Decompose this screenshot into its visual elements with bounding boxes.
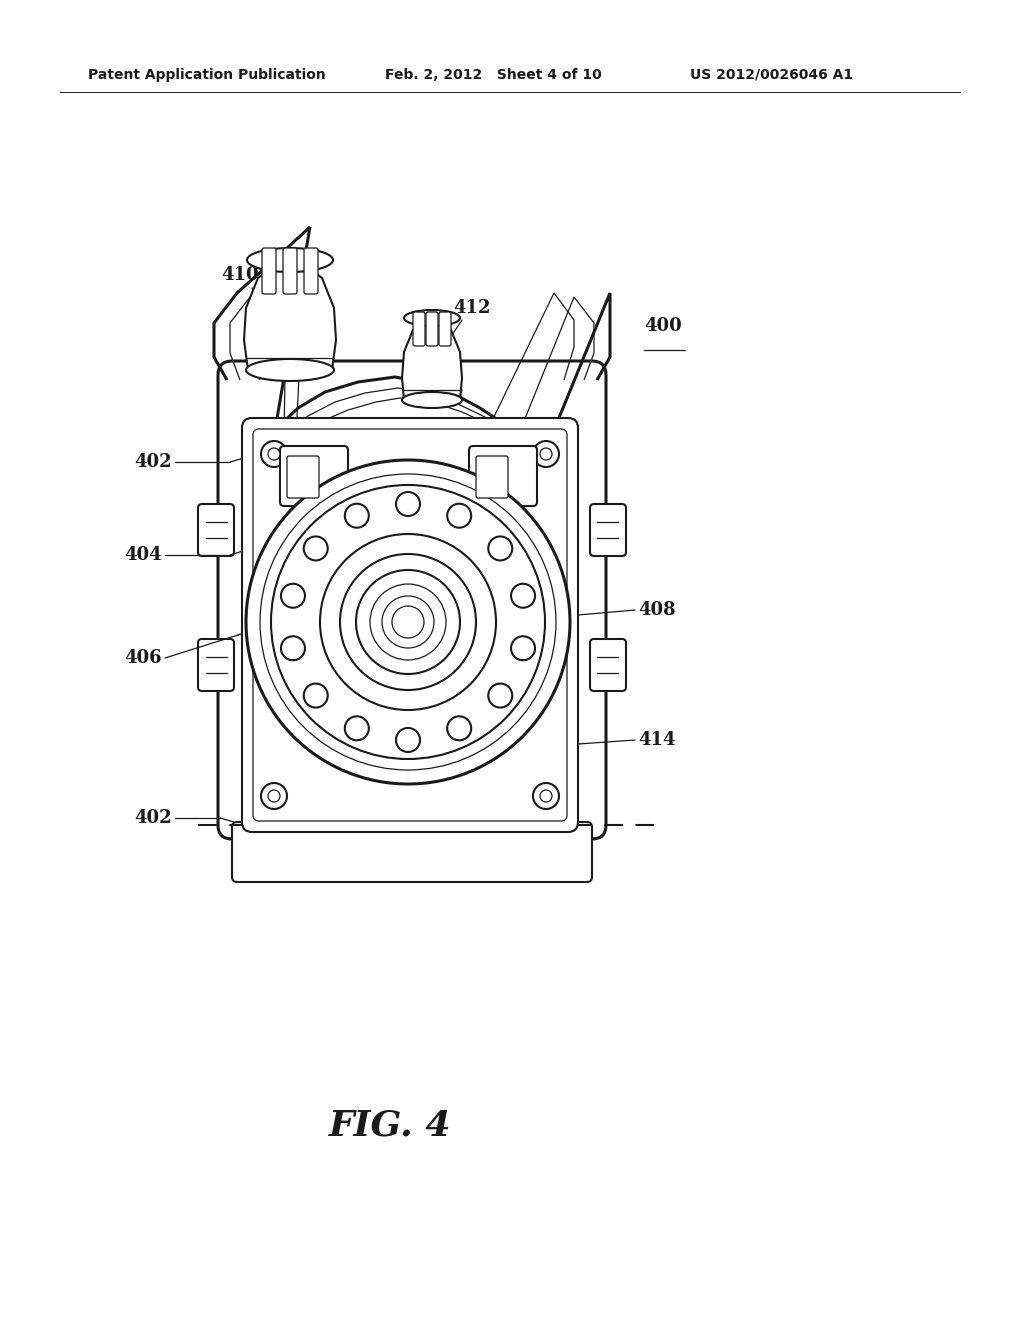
- Text: 400: 400: [644, 317, 682, 335]
- FancyBboxPatch shape: [218, 360, 606, 840]
- Circle shape: [488, 684, 512, 708]
- Ellipse shape: [247, 248, 333, 272]
- FancyBboxPatch shape: [439, 312, 451, 346]
- Circle shape: [540, 447, 552, 459]
- Circle shape: [281, 583, 305, 607]
- Text: 412: 412: [454, 300, 490, 317]
- Text: Patent Application Publication: Patent Application Publication: [88, 69, 326, 82]
- FancyBboxPatch shape: [413, 312, 425, 346]
- Text: 402: 402: [134, 453, 172, 471]
- Polygon shape: [244, 260, 336, 370]
- Text: US 2012/0026046 A1: US 2012/0026046 A1: [690, 69, 853, 82]
- FancyBboxPatch shape: [304, 248, 318, 294]
- Circle shape: [488, 536, 512, 561]
- Circle shape: [304, 684, 328, 708]
- Circle shape: [345, 717, 369, 741]
- FancyBboxPatch shape: [232, 822, 592, 882]
- Circle shape: [447, 717, 471, 741]
- Circle shape: [260, 474, 556, 770]
- FancyBboxPatch shape: [242, 418, 578, 832]
- Circle shape: [396, 492, 420, 516]
- Circle shape: [511, 583, 536, 607]
- Circle shape: [534, 783, 559, 809]
- Circle shape: [396, 729, 420, 752]
- FancyBboxPatch shape: [198, 639, 234, 690]
- Circle shape: [345, 504, 369, 528]
- Text: 406: 406: [124, 649, 162, 667]
- Circle shape: [246, 459, 570, 784]
- FancyBboxPatch shape: [262, 248, 276, 294]
- Polygon shape: [402, 318, 462, 400]
- Text: 404: 404: [124, 546, 162, 564]
- Circle shape: [382, 597, 434, 648]
- Circle shape: [271, 484, 545, 759]
- Text: 410: 410: [221, 267, 259, 284]
- Text: 408: 408: [638, 601, 676, 619]
- Text: 414: 414: [638, 731, 676, 748]
- Circle shape: [268, 447, 280, 459]
- Circle shape: [319, 535, 496, 710]
- Ellipse shape: [404, 310, 460, 326]
- Ellipse shape: [246, 359, 334, 381]
- Circle shape: [356, 570, 460, 675]
- Text: FIG. 4: FIG. 4: [329, 1107, 452, 1142]
- FancyBboxPatch shape: [476, 455, 508, 498]
- FancyBboxPatch shape: [426, 312, 438, 346]
- Circle shape: [261, 441, 287, 467]
- Circle shape: [370, 583, 446, 660]
- FancyBboxPatch shape: [590, 639, 626, 690]
- Circle shape: [540, 789, 552, 803]
- Circle shape: [511, 636, 536, 660]
- Circle shape: [304, 536, 328, 561]
- Text: 402: 402: [134, 809, 172, 828]
- Circle shape: [261, 783, 287, 809]
- Circle shape: [534, 441, 559, 467]
- FancyBboxPatch shape: [280, 446, 348, 506]
- Ellipse shape: [402, 392, 462, 408]
- FancyBboxPatch shape: [283, 248, 297, 294]
- Circle shape: [268, 789, 280, 803]
- Circle shape: [392, 606, 424, 638]
- FancyBboxPatch shape: [287, 455, 319, 498]
- FancyBboxPatch shape: [590, 504, 626, 556]
- Circle shape: [340, 554, 476, 690]
- FancyBboxPatch shape: [198, 504, 234, 556]
- Circle shape: [281, 636, 305, 660]
- Text: Feb. 2, 2012   Sheet 4 of 10: Feb. 2, 2012 Sheet 4 of 10: [385, 69, 602, 82]
- FancyBboxPatch shape: [469, 446, 537, 506]
- Circle shape: [447, 504, 471, 528]
